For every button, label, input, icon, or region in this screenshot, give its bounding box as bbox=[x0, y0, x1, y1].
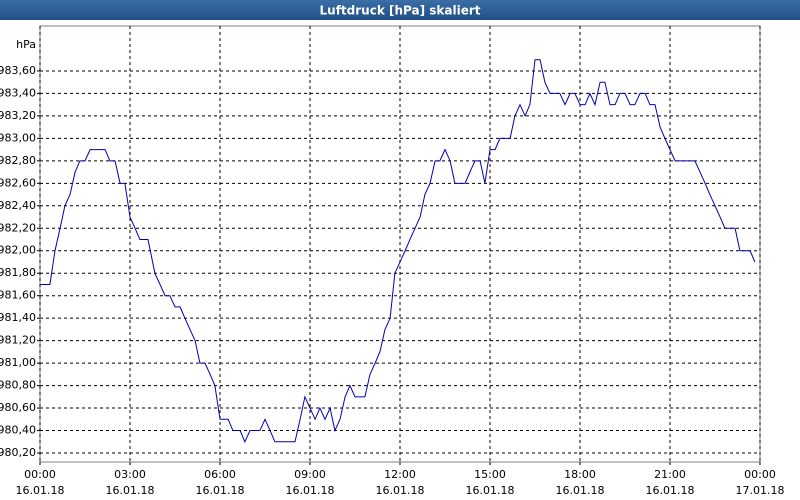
title-bar bbox=[0, 0, 800, 20]
y-tick-label: 983,20 bbox=[0, 109, 36, 122]
y-tick-label: 982,20 bbox=[0, 221, 36, 234]
x-tick-label: 21:00 bbox=[654, 468, 686, 481]
y-tick-label: 982,40 bbox=[0, 199, 36, 212]
chart-title: Luftdruck [hPa] skaliert bbox=[320, 4, 481, 18]
x-tick-date: 16.01.18 bbox=[286, 484, 335, 497]
x-tick-label: 12:00 bbox=[384, 468, 416, 481]
y-tick-label: 981,80 bbox=[0, 266, 36, 279]
x-tick-label: 18:00 bbox=[564, 468, 596, 481]
x-tick-date: 16.01.18 bbox=[106, 484, 155, 497]
y-tick-label: 981,60 bbox=[0, 289, 36, 302]
y-tick-label: 980,80 bbox=[0, 379, 36, 392]
x-tick-date: 17.01.18 bbox=[736, 484, 785, 497]
x-tick-date: 16.01.18 bbox=[556, 484, 605, 497]
y-tick-label: 980,20 bbox=[0, 446, 36, 459]
y-tick-label: 982,60 bbox=[0, 176, 36, 189]
x-tick-label: 09:00 bbox=[294, 468, 326, 481]
x-tick-label: 00:00 bbox=[24, 468, 56, 481]
y-tick-label: 981,40 bbox=[0, 311, 36, 324]
y-tick-label: 981,00 bbox=[0, 356, 36, 369]
x-tick-label: 15:00 bbox=[474, 468, 506, 481]
y-tick-label: 983,40 bbox=[0, 86, 36, 99]
y-tick-label: 983,60 bbox=[0, 64, 36, 77]
y-axis-label: hPa bbox=[16, 38, 36, 51]
x-tick-date: 16.01.18 bbox=[466, 484, 515, 497]
y-tick-label: 980,60 bbox=[0, 401, 36, 414]
x-tick-label: 03:00 bbox=[114, 468, 146, 481]
y-tick-label: 982,00 bbox=[0, 244, 36, 257]
x-tick-label: 00:00 bbox=[744, 468, 776, 481]
x-tick-date: 16.01.18 bbox=[646, 484, 695, 497]
x-tick-date: 16.01.18 bbox=[16, 484, 65, 497]
x-tick-label: 06:00 bbox=[204, 468, 236, 481]
y-tick-label: 980,40 bbox=[0, 424, 36, 437]
y-tick-label: 982,80 bbox=[0, 154, 36, 167]
x-tick-date: 16.01.18 bbox=[376, 484, 425, 497]
data-line bbox=[40, 59, 756, 444]
y-tick-label: 983,00 bbox=[0, 131, 36, 144]
x-tick-date: 16.01.18 bbox=[196, 484, 245, 497]
y-tick-label: 981,20 bbox=[0, 334, 36, 347]
